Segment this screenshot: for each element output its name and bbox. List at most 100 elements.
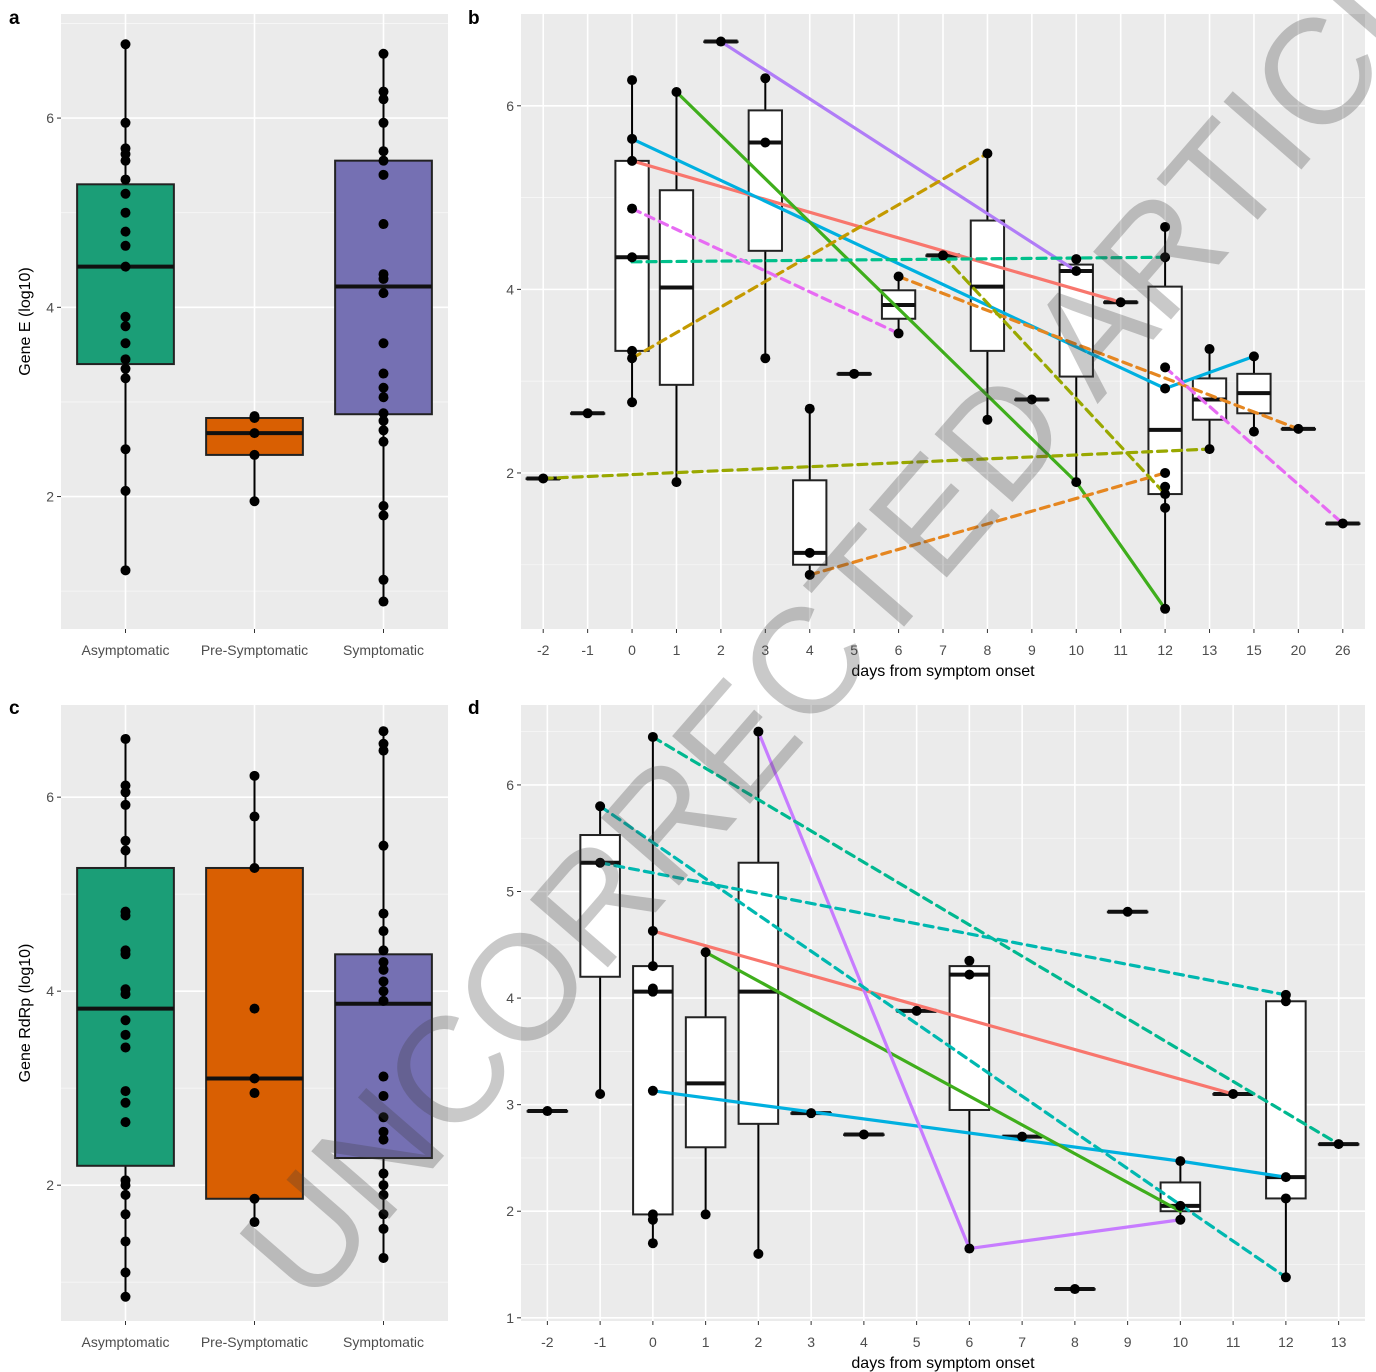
series-line <box>941 253 1167 496</box>
y-tick-label: 2 <box>506 1203 514 1219</box>
x-tick-label: 11 <box>1226 1334 1241 1350</box>
data-point <box>1175 1214 1186 1225</box>
series-line <box>630 206 901 336</box>
y-tick-label: 6 <box>46 110 54 126</box>
data-point <box>249 428 260 439</box>
series-line <box>704 950 1182 1213</box>
data-point <box>804 547 815 558</box>
data-point <box>378 501 389 511</box>
data-point <box>671 477 682 488</box>
data-point <box>120 485 131 496</box>
data-point <box>1160 252 1171 263</box>
data-point <box>671 87 682 98</box>
data-point <box>120 780 131 791</box>
x-tick-label: 11 <box>1113 642 1128 658</box>
data-point <box>378 596 389 607</box>
box-body <box>76 183 175 366</box>
data-point <box>378 382 389 393</box>
data-point <box>627 345 638 356</box>
series-line <box>808 471 1167 577</box>
data-point <box>378 1090 389 1101</box>
data-point <box>715 36 726 47</box>
data-point <box>378 436 389 447</box>
series-line <box>896 274 1300 431</box>
y-tick-label: 6 <box>506 777 514 793</box>
y-tick-label: 2 <box>46 1177 54 1193</box>
data-point <box>378 146 389 157</box>
data-point <box>378 1209 389 1220</box>
data-point <box>849 368 860 379</box>
data-point <box>249 449 260 460</box>
data-point <box>627 397 638 408</box>
x-tick-label: 26 <box>1335 642 1351 658</box>
data-point <box>378 169 389 180</box>
data-point <box>1337 518 1348 529</box>
x-tick-label: 1 <box>702 1334 710 1350</box>
data-point <box>120 261 131 272</box>
data-point <box>1175 1156 1186 1167</box>
data-point <box>120 1291 131 1302</box>
data-point <box>1228 1088 1239 1099</box>
data-point <box>1026 394 1037 405</box>
x-tick-label: Asymptomatic <box>82 1334 170 1350</box>
panel-label: c <box>9 698 20 719</box>
series-line <box>1163 365 1345 526</box>
data-point <box>1280 1193 1291 1204</box>
data-point <box>120 311 131 322</box>
data-point <box>378 288 389 299</box>
data-point <box>120 1209 131 1220</box>
data-point <box>378 738 389 749</box>
data-point <box>1160 502 1171 513</box>
x-tick-label: 20 <box>1291 642 1307 658</box>
y-tick-label: 2 <box>506 465 514 481</box>
data-point <box>760 137 771 148</box>
data-point <box>378 425 389 436</box>
x-tick-label: Pre-Symptomatic <box>201 642 308 658</box>
y-tick-label: 6 <box>46 789 54 805</box>
x-tick-label: -1 <box>581 642 594 658</box>
x-tick-label: 0 <box>628 642 636 658</box>
x-tick-label: Asymptomatic <box>82 642 170 658</box>
x-tick-label: 1 <box>673 642 681 658</box>
x-tick-label: 6 <box>895 642 903 658</box>
box-body <box>1058 263 1094 378</box>
data-point <box>1280 1172 1291 1183</box>
x-tick-label: 0 <box>649 1334 657 1350</box>
x-tick-label: 4 <box>806 642 814 658</box>
data-point <box>120 143 131 154</box>
data-point <box>249 1003 260 1014</box>
data-point <box>249 1217 260 1228</box>
x-tick-label: 13 <box>1331 1334 1347 1350</box>
data-point <box>911 1005 922 1016</box>
y-tick-label: 3 <box>506 1097 514 1113</box>
x-tick-label: -2 <box>537 642 550 658</box>
data-point <box>1280 1272 1291 1283</box>
series-line <box>630 159 1123 304</box>
series-line <box>651 735 1341 1146</box>
data-point <box>378 1134 389 1145</box>
data-point <box>1160 383 1171 394</box>
data-point <box>1333 1139 1344 1150</box>
data-point <box>249 770 260 781</box>
data-point <box>249 811 260 822</box>
x-tick-label: 3 <box>761 642 769 658</box>
x-tick-label: 13 <box>1202 642 1218 658</box>
box-body <box>948 965 991 1111</box>
data-point <box>1017 1131 1028 1142</box>
data-point <box>120 207 131 218</box>
data-point <box>120 845 131 856</box>
data-point <box>120 945 131 956</box>
y-tick-label: 6 <box>506 98 514 114</box>
data-point <box>378 408 389 419</box>
data-point <box>753 726 764 737</box>
data-point <box>378 368 389 379</box>
x-tick-label: 2 <box>717 642 725 658</box>
data-point <box>647 925 658 936</box>
data-point <box>249 1088 260 1099</box>
y-tick-label: 5 <box>506 884 514 900</box>
data-point <box>120 321 131 332</box>
x-axis-title: days from symptom onset <box>851 1355 1035 1372</box>
data-point <box>378 1112 389 1123</box>
data-point <box>1160 221 1171 232</box>
